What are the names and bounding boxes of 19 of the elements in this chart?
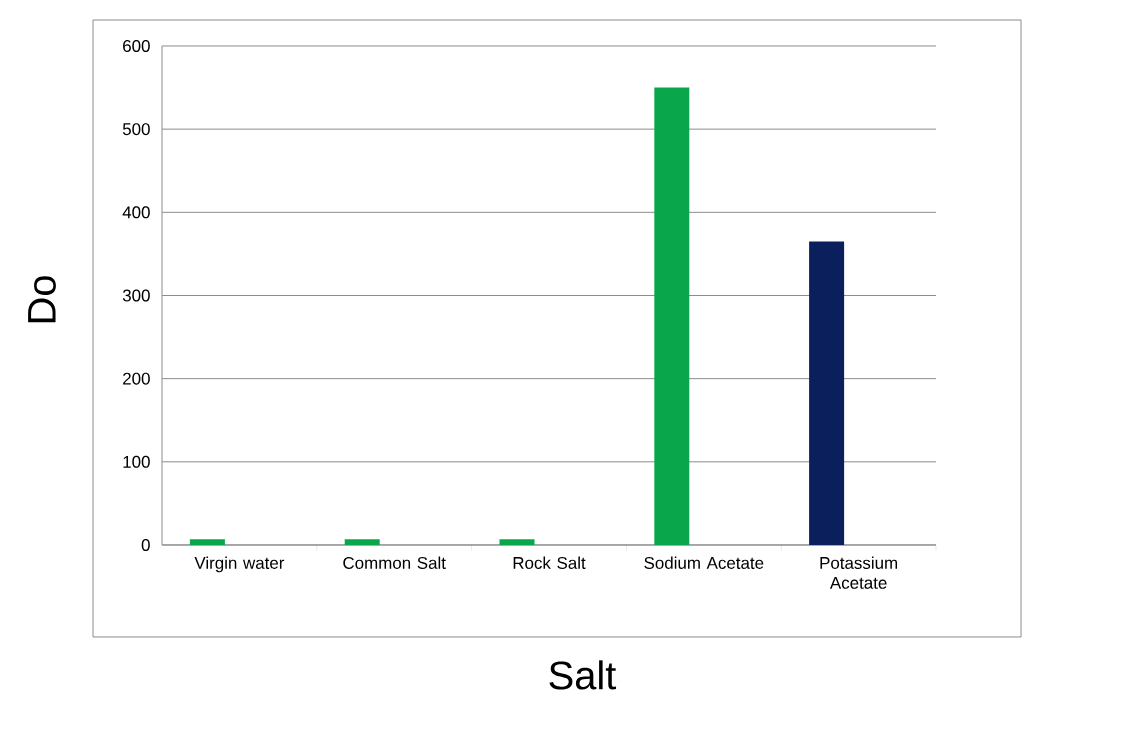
bar [189,539,225,545]
bar [499,539,535,545]
y-tick-label: 200 [123,372,150,385]
x-axis-title: Salt [549,660,617,690]
y-tick-label: 600 [123,39,150,52]
x-tick-label: Rock Salt [513,556,586,569]
bar [344,539,380,545]
bar [809,241,845,545]
x-tick-label: Virgin water [194,556,285,573]
y-tick-label: 500 [122,123,150,136]
y-tick-label: 0 [141,538,150,551]
y-tick-label: 400 [122,206,150,219]
y-tick-label: 300 [122,289,150,302]
bar [654,87,690,545]
x-tick-label: Common Salt [343,556,446,569]
y-axis-title: Do [28,276,56,323]
y-tick-label: 100 [123,455,150,468]
x-tick-label: Sodium Acetate [644,556,764,569]
x-tick-label: Potassium Acetate [820,556,898,589]
